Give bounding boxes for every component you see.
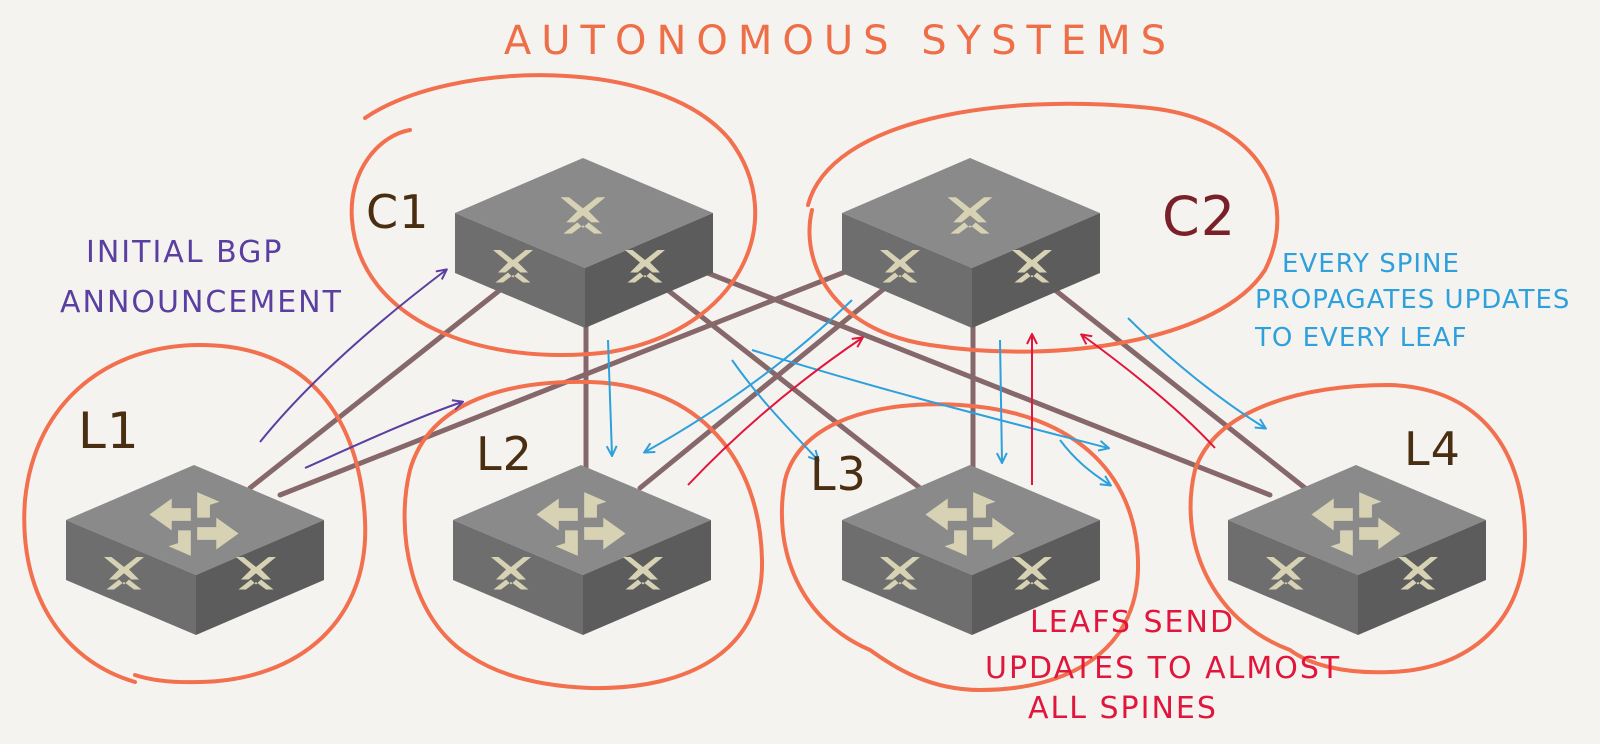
as-circle-l3 — [779, 402, 1141, 693]
arrow-c2-to-l4 — [1127, 317, 1265, 428]
arrow-l4-to-c2 — [1082, 335, 1216, 449]
link-c2-l4 — [1052, 287, 1308, 491]
annotation-initial-bgp: INITIAL BGP ANNOUNCEMENT — [60, 235, 343, 320]
link-c2-l2 — [637, 285, 888, 491]
link-c1-l1 — [247, 287, 503, 491]
as-circles — [22, 73, 1528, 693]
annotation-initial-bgp-line-2: ANNOUNCEMENT — [60, 285, 343, 320]
arrow-c2-to-l3 — [1000, 339, 1002, 462]
arrow-c1-to-l3 — [731, 359, 818, 460]
as-circle-c1 — [349, 73, 758, 357]
arrow-c2-to-l2 — [645, 299, 853, 452]
annotation-leaf-line-3: ALL SPINES — [1028, 691, 1218, 726]
annotation-leaf-line-1: LEAFS SEND — [1030, 605, 1235, 640]
annotation-spine-propagation: EVERY SPINE PROPAGATES UPDATES TO EVERY … — [1254, 249, 1570, 353]
switch-l2[interactable] — [453, 465, 711, 635]
annotation-spine-line-3: TO EVERY LEAF — [1254, 323, 1467, 353]
spine-update-arrows — [608, 299, 1265, 485]
diagram-title: AUTONOMOUS SYSTEMS — [504, 18, 1176, 64]
as-circle-c2 — [806, 101, 1280, 354]
switch-c2[interactable] — [842, 158, 1100, 328]
label-l1: L1 — [78, 402, 140, 460]
label-l4: L4 — [1404, 422, 1461, 476]
annotation-spine-line-2: PROPAGATES UPDATES — [1255, 285, 1570, 315]
as-circle-l4 — [1188, 382, 1528, 675]
switch-l4[interactable] — [1228, 465, 1486, 635]
switch-c1[interactable] — [455, 158, 713, 328]
links — [247, 267, 1308, 498]
as-circle-l1 — [22, 342, 368, 685]
label-l3: L3 — [810, 447, 867, 501]
initial-announcement-arrows — [259, 270, 462, 469]
switch-l3[interactable] — [842, 465, 1100, 635]
arrow-l1-to-c1 — [259, 270, 446, 443]
link-c1-l4 — [697, 267, 1273, 498]
arrow-l2-to-c2 — [687, 338, 862, 486]
arrow-c1-to-l4 — [751, 349, 1108, 448]
leaf-update-arrows — [687, 335, 1216, 486]
arrow-c1-to-l3-b — [1059, 439, 1110, 485]
arrow-l1-to-c2 — [304, 402, 462, 469]
label-l2: L2 — [476, 427, 533, 481]
label-c2: C2 — [1162, 185, 1236, 248]
switch-l1[interactable] — [66, 465, 324, 635]
label-c1: C1 — [366, 185, 429, 239]
arrow-c1-to-l2 — [608, 339, 612, 455]
annotation-leaf-line-2: UPDATES TO ALMOST — [985, 651, 1341, 686]
annotation-spine-line-1: EVERY SPINE — [1282, 249, 1460, 279]
annotation-initial-bgp-line-1: INITIAL BGP — [86, 235, 283, 270]
annotation-leaf-updates: LEAFS SEND UPDATES TO ALMOST ALL SPINES — [985, 605, 1341, 726]
as-circle-l2 — [402, 379, 765, 691]
